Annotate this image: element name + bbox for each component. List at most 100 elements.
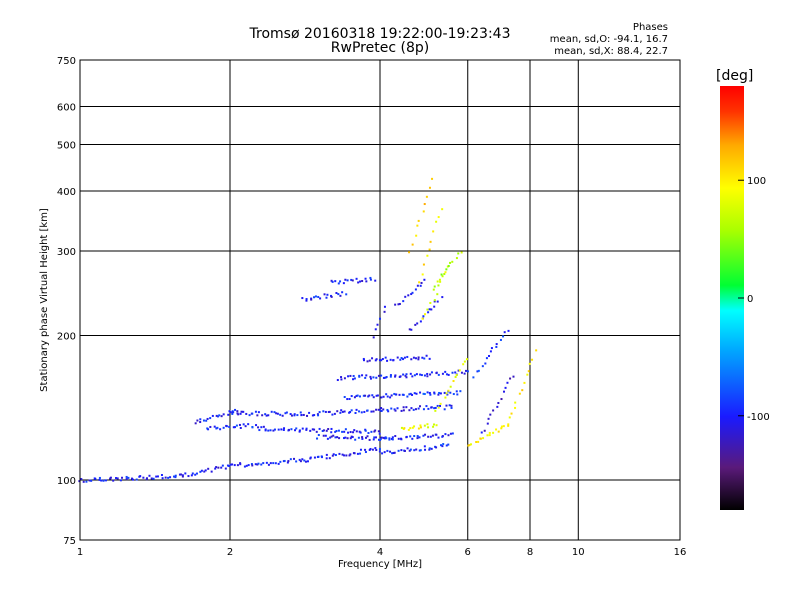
data-point: [394, 409, 397, 412]
data-point: [343, 437, 346, 440]
data-point: [495, 428, 498, 431]
data-point: [296, 414, 299, 417]
data-point: [445, 404, 448, 407]
data-point: [361, 436, 364, 439]
data-point: [233, 464, 236, 467]
data-point: [343, 396, 346, 399]
data-point: [393, 408, 396, 411]
data-point: [426, 391, 429, 394]
data-point: [415, 234, 418, 237]
data-point: [477, 440, 480, 443]
data-point: [371, 357, 374, 360]
data-point: [393, 451, 396, 454]
data-point: [369, 375, 372, 378]
data-point: [283, 427, 286, 430]
data-point: [257, 462, 260, 465]
data-point: [220, 466, 223, 469]
data-point: [215, 427, 218, 430]
data-point: [410, 358, 413, 361]
data-point: [351, 279, 354, 282]
data-point: [330, 279, 333, 282]
data-point: [386, 449, 389, 452]
colorbar-label: [deg]: [716, 68, 754, 84]
data-point: [449, 385, 452, 388]
data-point: [419, 424, 422, 427]
data-point: [226, 464, 229, 467]
data-point: [299, 460, 302, 463]
data-point: [336, 436, 339, 439]
data-point: [385, 437, 388, 440]
data-point: [394, 303, 397, 306]
data-point: [360, 411, 363, 414]
data-point: [125, 475, 128, 478]
data-point: [405, 406, 408, 409]
data-point: [431, 434, 434, 437]
data-point: [385, 376, 388, 379]
data-point: [181, 475, 184, 478]
data-point: [433, 299, 436, 302]
data-point: [426, 308, 429, 311]
data-point: [274, 462, 277, 465]
data-point: [424, 448, 427, 451]
data-point: [428, 391, 431, 394]
data-point: [422, 392, 425, 395]
data-point: [433, 300, 436, 303]
data-point: [235, 424, 238, 427]
data-point: [428, 448, 431, 451]
data-point: [215, 466, 218, 469]
data-point: [426, 372, 429, 375]
data-point: [313, 296, 316, 299]
x-axis-label: Frequency [MHz]: [338, 559, 422, 570]
data-point: [365, 436, 368, 439]
data-point: [410, 407, 413, 410]
data-point: [350, 395, 353, 398]
data-point: [313, 428, 316, 431]
data-point: [455, 257, 458, 260]
data-point: [439, 392, 442, 395]
data-point: [492, 409, 495, 412]
data-point: [502, 335, 505, 338]
data-point: [445, 392, 448, 395]
data-point: [409, 448, 412, 451]
data-point: [195, 472, 198, 475]
data-point: [269, 429, 272, 432]
data-point: [229, 463, 232, 466]
data-point: [400, 449, 403, 452]
data-point: [417, 407, 420, 410]
data-point: [317, 455, 320, 458]
data-point: [433, 305, 436, 308]
data-point: [488, 354, 491, 357]
phases-title: Phases: [632, 22, 668, 33]
data-point: [346, 279, 349, 282]
data-point: [334, 280, 337, 283]
data-point: [275, 412, 278, 415]
data-point: [237, 413, 240, 416]
data-point: [279, 413, 282, 416]
data-point: [255, 424, 258, 427]
data-point: [115, 477, 118, 480]
data-point: [419, 405, 422, 408]
data-point: [314, 295, 317, 298]
data-point: [357, 436, 360, 439]
data-point: [449, 432, 452, 435]
data-point: [262, 425, 265, 428]
data-point: [475, 441, 478, 444]
y-tick-labels: 75 100 200 300 400 500 600 750: [57, 56, 76, 547]
data-point: [214, 467, 217, 470]
data-point: [174, 476, 177, 479]
data-point: [270, 410, 273, 413]
data-point: [78, 480, 81, 483]
data-point: [203, 470, 206, 473]
data-point: [325, 429, 328, 432]
data-point: [444, 433, 447, 436]
data-point: [449, 391, 452, 394]
data-point: [379, 409, 382, 412]
data-point: [361, 280, 364, 283]
data-point: [325, 457, 328, 460]
data-point: [424, 313, 427, 316]
data-point: [390, 407, 393, 410]
data-point: [306, 460, 309, 463]
data-point: [239, 426, 242, 429]
data-point: [482, 437, 485, 440]
data-point: [326, 293, 329, 296]
